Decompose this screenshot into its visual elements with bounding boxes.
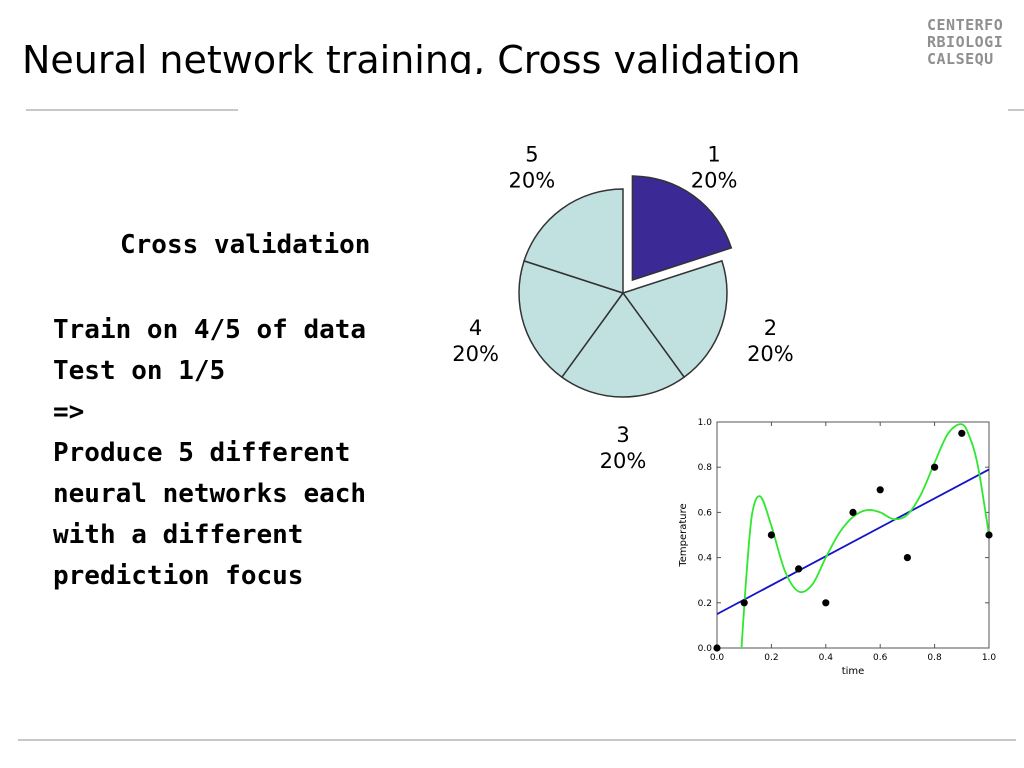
y-tick-label: 0.6 (698, 508, 713, 518)
body-line: Produce 5 different (53, 438, 351, 468)
overfit-curve (740, 423, 989, 648)
x-tick-label: 1.0 (982, 653, 997, 663)
pie-chart: 120%220%320%420%520% (452, 143, 794, 473)
top-divider-right (1008, 109, 1024, 111)
pie-slice-value-label: 20% (600, 449, 647, 473)
body-line: Train on 4/5 of data (53, 315, 367, 345)
y-tick-label: 1.0 (698, 418, 713, 428)
pie-slice-label: 4 (469, 316, 482, 340)
data-point (985, 531, 993, 539)
slide-title: Neural network training, Cross validatio… (22, 38, 801, 74)
pie-slice-1 (631, 175, 733, 282)
pie-slice-value-label: 20% (691, 169, 738, 193)
section-heading: Cross validation (120, 230, 371, 260)
y-axis-label: Temperature (678, 503, 689, 567)
pie-slice-label: 3 (616, 423, 629, 447)
x-axis-label: time (842, 666, 865, 677)
pie-slice-value-label: 20% (452, 342, 499, 366)
x-tick-label: 0.4 (819, 653, 834, 663)
bottom-divider (18, 739, 1016, 741)
data-point (740, 599, 748, 607)
data-point (767, 531, 775, 539)
data-point (795, 565, 803, 573)
scatter-chart: 0.0 0.2 0.4 0.6 0.8 1.0 0.0 0.2 0.4 0.6 0.8 1.0 time… (678, 418, 997, 677)
data-point (903, 554, 911, 562)
x-tick-label: 0.0 (710, 653, 725, 663)
body-line: Test on 1/5 (53, 356, 226, 386)
y-tick-label: 0.2 (698, 599, 712, 609)
logo-line: CENTERFO (927, 16, 1004, 34)
body-text: Train on 4/5 of data Test on 1/5 => Prod… (53, 310, 366, 597)
pie-slice-4 (518, 259, 625, 379)
y-tick-label: 0.4 (698, 554, 713, 564)
y-tick-label: 0.0 (698, 644, 713, 654)
body-line: with a different (53, 520, 304, 550)
pie-slice-label: 1 (707, 143, 720, 167)
pie-slice-5 (523, 188, 624, 295)
y-tick-label: 0.8 (698, 463, 713, 473)
pie-slice-value-label: 20% (747, 342, 794, 366)
data-point (876, 486, 884, 494)
pie-slice-value-label: 20% (509, 169, 556, 193)
institution-logo: CENTERFO RBIOLOGI CALSEQU (927, 17, 1017, 68)
pie-slice-label: 5 (525, 143, 538, 167)
x-tick-label: 0.2 (764, 653, 778, 663)
data-point (822, 599, 830, 607)
pie-slice-label: 2 (764, 316, 777, 340)
body-line: neural networks each (53, 479, 367, 509)
pie-slice-2 (621, 259, 728, 379)
pie-slice-3 (560, 291, 686, 398)
plot-frame (716, 421, 990, 649)
x-tick-label: 0.6 (873, 653, 888, 663)
data-point (713, 644, 721, 652)
top-divider (26, 109, 238, 111)
data-point (958, 429, 966, 437)
linear-fit-line (717, 468, 989, 615)
data-point (931, 463, 939, 471)
x-tick-label: 0.8 (927, 653, 942, 663)
logo-line: RBIOLOGI (927, 33, 1004, 51)
logo-line: CALSEQU (927, 50, 994, 68)
data-point (849, 508, 857, 516)
body-line: => (53, 397, 85, 427)
body-line: prediction focus (53, 561, 304, 591)
